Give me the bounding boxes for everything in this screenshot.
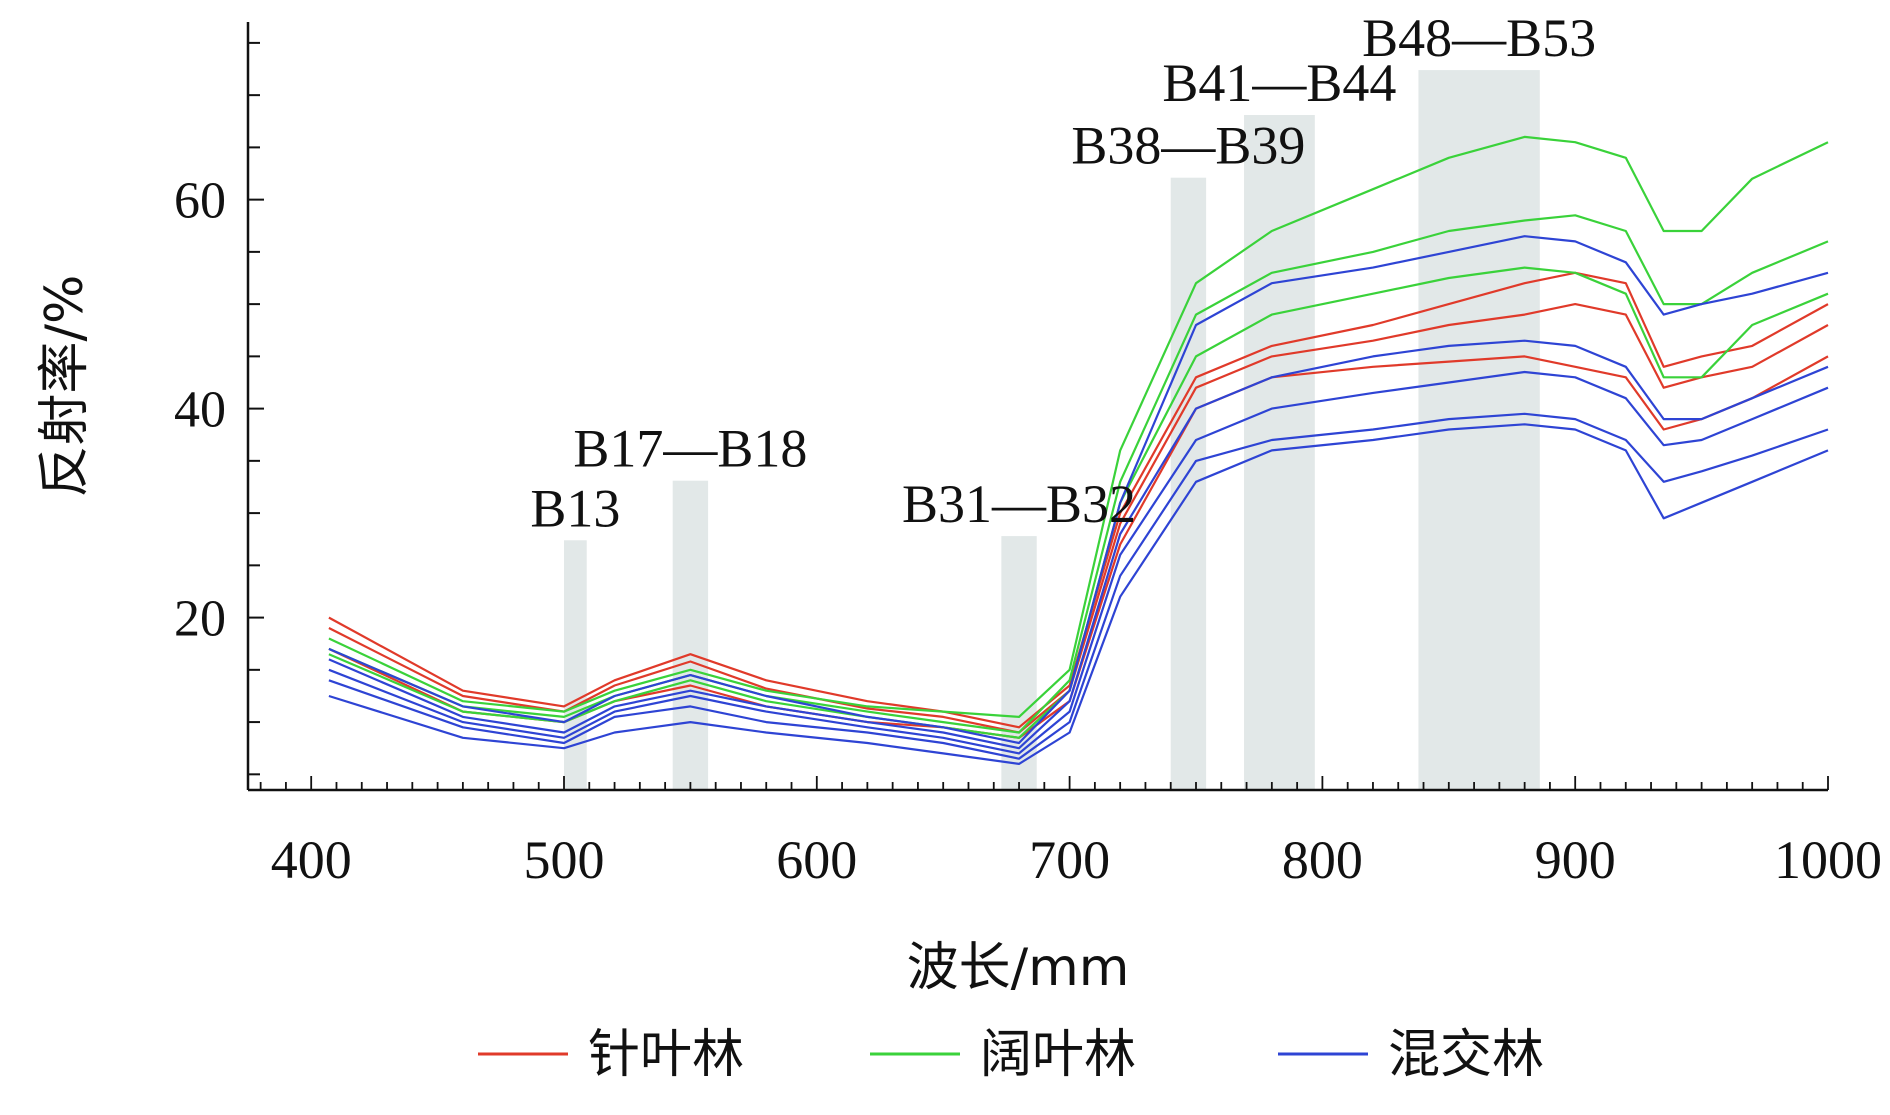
band-label-5: B48—B53	[1362, 8, 1596, 68]
band-region-0	[564, 540, 587, 790]
y-tick-label-40: 40	[174, 382, 226, 439]
x-tick-label-700: 700	[1029, 830, 1110, 890]
band-label-1: B17—B18	[573, 419, 807, 479]
series-lines	[328, 135, 1829, 766]
x-tick-label-800: 800	[1282, 830, 1363, 890]
band-region-4	[1244, 114, 1315, 791]
band-label-0: B13	[530, 478, 620, 538]
legend-label-2: 混交林	[1388, 1025, 1544, 1085]
band-region-3	[1170, 177, 1207, 790]
y-axis-label: 反射率/%	[35, 275, 95, 498]
series-line-2-0	[328, 235, 1829, 745]
series-line-1-0	[328, 135, 1829, 719]
band-label-3: B38—B39	[1071, 116, 1305, 176]
x-tick-label-900: 900	[1535, 830, 1616, 890]
series-line-2-2	[328, 370, 1829, 755]
y-tick-label-60: 60	[174, 173, 226, 230]
y-tick-label-20: 20	[174, 591, 226, 648]
series-line-0-2	[328, 355, 1829, 739]
legend: 针叶林 阔叶林 混交林	[478, 1025, 1544, 1085]
series-line-2-3	[328, 412, 1829, 760]
band-regions	[564, 70, 1540, 791]
x-tick-label-500: 500	[524, 830, 605, 890]
series-line-2-1	[328, 339, 1829, 750]
band-label-4: B41—B44	[1162, 53, 1396, 113]
band-label-2: B31—B32	[902, 474, 1136, 534]
series-line-0-0	[328, 271, 1829, 729]
x-tick-label-400: 400	[271, 830, 352, 890]
band-region-5	[1418, 70, 1540, 790]
x-tick-label-600: 600	[776, 830, 857, 890]
x-axis-label: 波长/mm	[907, 938, 1130, 998]
series-line-1-2	[328, 266, 1829, 739]
axes: 20 40 60 400 500 600 700 800 900 1000	[174, 22, 1882, 890]
legend-label-0: 针叶林	[588, 1025, 744, 1085]
x-tick-label-1000: 1000	[1774, 830, 1882, 890]
legend-label-1: 阔叶林	[980, 1025, 1136, 1085]
band-region-1	[672, 480, 709, 790]
series-line-2-4	[328, 423, 1829, 766]
series-line-0-1	[328, 303, 1829, 734]
